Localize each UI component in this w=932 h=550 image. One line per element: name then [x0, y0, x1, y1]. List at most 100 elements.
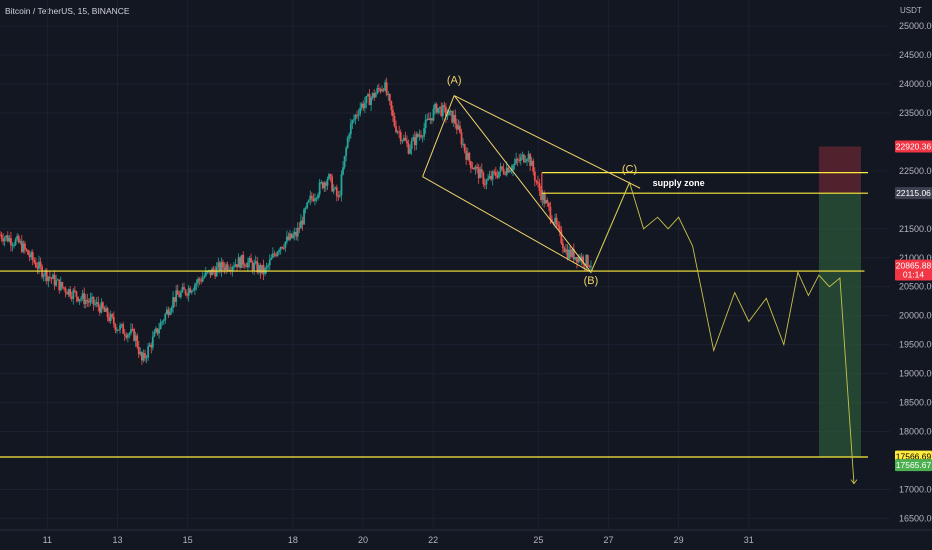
candle-body	[354, 115, 357, 120]
candle-body	[454, 115, 457, 124]
candle-body	[228, 269, 231, 271]
candle-body	[473, 168, 475, 170]
candle-body	[501, 166, 503, 169]
candle-body	[17, 236, 20, 243]
y-tick-label: 16500.00	[899, 513, 932, 523]
candle-body	[256, 261, 259, 273]
candle-body	[312, 198, 315, 201]
x-tick-label: 18	[288, 535, 298, 545]
y-tick-label: 19500.00	[899, 340, 932, 350]
candle-body	[431, 118, 433, 121]
candle-body	[270, 257, 273, 260]
candle-body	[345, 147, 348, 156]
candle-body	[535, 180, 538, 182]
candle-body	[254, 261, 257, 264]
candle-body	[234, 264, 237, 267]
candle-body	[91, 296, 93, 299]
candle-body	[300, 220, 302, 229]
channel-line[interactable]	[422, 176, 592, 273]
candle-body	[582, 256, 585, 265]
candle-body	[58, 279, 61, 291]
candle-body	[390, 100, 393, 111]
candle-body	[209, 269, 212, 276]
channel-edge[interactable]	[422, 95, 455, 177]
candle-body	[565, 249, 567, 253]
candle-body	[426, 118, 429, 120]
candle-body	[111, 314, 114, 318]
candle-body	[153, 331, 156, 337]
price-label: 22115.06	[896, 188, 931, 198]
candle-body	[261, 264, 263, 274]
price-label: 17566.69	[896, 452, 932, 462]
candle-body	[321, 182, 324, 189]
candle-body	[365, 95, 368, 104]
candle-body	[267, 265, 270, 267]
candle-body	[136, 335, 139, 347]
candle-body	[401, 140, 404, 142]
candle-body	[150, 344, 153, 348]
candle-body	[250, 258, 252, 263]
candle-body	[314, 198, 316, 201]
candle-body	[362, 103, 365, 109]
candle-body	[459, 125, 461, 133]
candle-body	[77, 296, 79, 302]
candle-body	[285, 236, 288, 242]
candle-body	[508, 170, 511, 173]
candle-body	[106, 308, 109, 318]
projection-path[interactable]	[590, 181, 855, 484]
candle-body	[19, 241, 22, 243]
candle-body	[471, 167, 474, 169]
candle-body	[315, 198, 318, 200]
candle-body	[83, 293, 86, 305]
wave-label: (A)	[447, 75, 462, 87]
y-tick-label: 24500.00	[899, 50, 932, 60]
candle-body	[496, 175, 499, 178]
stop-loss-zone	[818, 146, 861, 194]
candle-body	[429, 118, 432, 120]
candle-body	[36, 267, 39, 269]
candle-body	[56, 279, 59, 281]
candle-body	[265, 266, 268, 269]
candle-body	[555, 217, 558, 225]
candle-body	[507, 167, 510, 173]
candle-body	[465, 150, 468, 160]
x-tick-label: 13	[112, 535, 122, 545]
candle-body	[33, 259, 36, 263]
candle-body	[245, 266, 248, 268]
candle-body	[485, 180, 488, 185]
candle-body	[309, 195, 312, 201]
candle-body	[273, 253, 276, 255]
wave-label: (C)	[622, 163, 637, 175]
candle-body	[406, 140, 408, 144]
candle-body	[502, 168, 505, 174]
candle-body	[359, 107, 362, 115]
candle-body	[55, 280, 58, 286]
candle-body	[120, 324, 123, 326]
candle-body	[133, 329, 135, 341]
candle-body	[351, 120, 354, 124]
candle-body	[13, 244, 15, 246]
candle-body	[87, 301, 90, 303]
candle-body	[328, 174, 330, 180]
candle-body	[122, 324, 125, 334]
candle-body	[212, 268, 215, 271]
candle-body	[457, 125, 460, 130]
candle-body	[2, 238, 5, 242]
candle-body	[289, 233, 291, 240]
candle-body	[72, 290, 75, 299]
candle-body	[474, 166, 477, 170]
candle-body	[189, 288, 192, 293]
candle-body	[363, 103, 366, 109]
candle-body	[395, 126, 397, 133]
candle-body	[532, 160, 535, 172]
candle-body	[521, 154, 524, 157]
candle-body	[287, 236, 290, 240]
channel-line[interactable]	[453, 95, 641, 189]
candle-body	[424, 119, 427, 129]
candle-body	[130, 329, 132, 334]
candle-body	[156, 328, 159, 334]
candle-body	[343, 155, 346, 168]
candle-body	[374, 93, 377, 98]
y-tick-label: 24000.00	[899, 79, 932, 89]
